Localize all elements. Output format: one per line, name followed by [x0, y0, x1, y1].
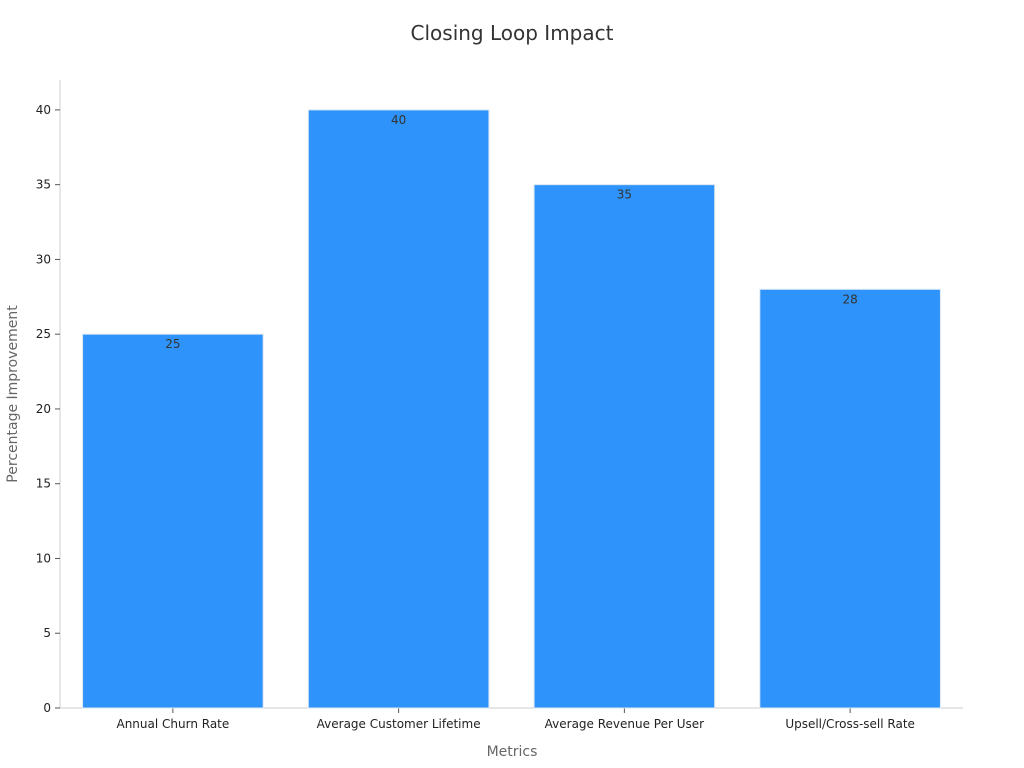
y-tick-label: 15: [36, 477, 51, 491]
x-axis: Annual Churn Rate Average Customer Lifeti…: [60, 707, 963, 731]
bar-value-label: 28: [842, 292, 857, 306]
chart-title: Closing Loop Impact: [411, 21, 614, 45]
bar: [307, 109, 490, 709]
bar: [82, 333, 264, 709]
x-tick-label: Annual Churn Rate: [116, 717, 229, 731]
bar-value-label: 25: [165, 337, 180, 351]
x-tick-label: Average Customer Lifetime: [317, 717, 481, 731]
y-tick-label: 35: [36, 178, 51, 192]
bar-value-label: 40: [391, 113, 406, 127]
y-tick-label: 25: [36, 327, 51, 341]
bar-value-label: 35: [617, 188, 632, 202]
y-tick-label: 40: [36, 103, 51, 117]
data-labels-group: 25 40 35 28: [165, 113, 858, 351]
x-tick-label: Average Revenue Per User: [545, 717, 705, 731]
x-tick-label: Upsell/Cross-sell Rate: [785, 717, 915, 731]
y-axis: 0 5 10 15 20 25 30 35 40: [36, 80, 61, 715]
y-axis-label: Percentage Improvement: [5, 305, 21, 483]
bar: [759, 288, 941, 709]
bars-group: [82, 109, 941, 709]
y-tick-label: 5: [43, 626, 51, 640]
x-axis-label: Metrics: [487, 744, 538, 760]
y-tick-label: 0: [43, 701, 51, 715]
y-tick-label: 30: [36, 252, 51, 266]
bar: [533, 184, 716, 709]
y-tick-label: 20: [36, 402, 51, 416]
y-tick-label: 10: [36, 551, 51, 565]
